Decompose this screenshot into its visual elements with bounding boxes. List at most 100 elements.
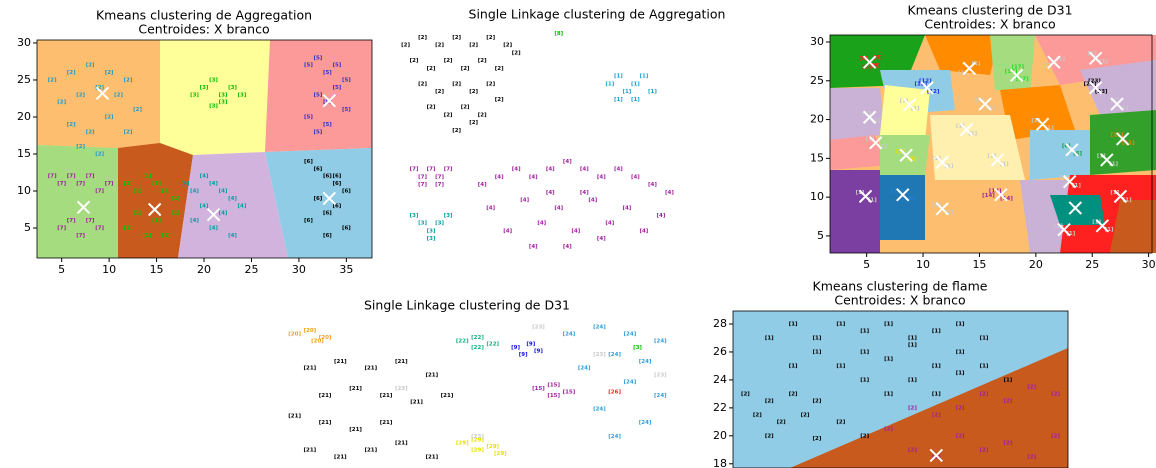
point-label: [1]	[1105, 227, 1114, 233]
point-label: [2]	[461, 66, 470, 72]
centroid	[1100, 153, 1114, 167]
point-label: [3]	[435, 221, 444, 227]
point-label: [4]	[219, 211, 228, 217]
point-label: [1]	[908, 335, 917, 341]
centroid	[1088, 51, 1103, 65]
point-label: [24]	[563, 332, 576, 338]
point-label: [1]	[1054, 223, 1063, 229]
point-label: [7]	[57, 181, 66, 187]
point-label: [4]	[190, 189, 199, 195]
chart-subtitle: Centroides: X branco	[138, 22, 269, 37]
point-label: [1]	[932, 363, 941, 369]
cluster-region	[178, 152, 288, 258]
point-label: [23]	[1084, 81, 1097, 87]
point-label: [2]	[452, 35, 461, 41]
point-label: [1]	[171, 211, 180, 217]
point-label: [3]	[427, 236, 436, 242]
point-label: [7]	[67, 218, 76, 224]
cluster-region	[990, 35, 1035, 95]
point-label: [4]	[200, 174, 209, 180]
point-label: [1]	[171, 196, 180, 202]
chart-title: Kmeans clustering de flame	[813, 279, 988, 294]
point-label: [2]	[57, 100, 66, 106]
point-label: [3]	[200, 85, 209, 91]
point-label: [1]	[945, 164, 954, 170]
chart-subtitle: Centroides: X branco	[834, 293, 965, 308]
point-label: [25]	[1075, 209, 1088, 215]
point-label: [23]	[1088, 78, 1101, 84]
point-label: [15]	[563, 390, 576, 396]
point-label: [2]	[95, 151, 104, 157]
x-tick-label: 20	[1029, 258, 1043, 271]
point-label: [7]	[76, 233, 85, 239]
centroid	[896, 188, 910, 202]
point-label: [4]	[228, 196, 237, 202]
point-label: [21]	[395, 359, 408, 365]
point-label: [2]	[67, 122, 76, 128]
point-label: [1]	[1097, 154, 1106, 160]
point-label: [4]	[605, 221, 614, 227]
point-label: [9]	[862, 64, 871, 70]
point-label: [2]	[741, 391, 750, 397]
point-label: [5]	[342, 77, 351, 83]
x-tick-label: 30	[292, 263, 306, 276]
point-label: [24]	[608, 352, 621, 358]
x-tick-label: 5	[58, 263, 65, 276]
point-label: [1]	[133, 189, 142, 195]
centroid	[868, 136, 883, 150]
y-tick-label: 18	[713, 457, 727, 468]
cluster-region	[265, 40, 372, 152]
point-label: [24]	[639, 359, 652, 365]
point-label: [6]	[323, 174, 332, 180]
point-label: [23]	[532, 325, 545, 331]
point-label: [4]	[554, 205, 563, 211]
point-label: [3]	[907, 157, 916, 163]
point-label: [17]	[1016, 77, 1029, 83]
y-tick-label: 15	[810, 151, 824, 164]
point-label: [2]	[105, 114, 114, 120]
point-label: [24]	[593, 407, 606, 413]
point-label: [2]	[124, 77, 133, 83]
point-label: [5]	[313, 129, 322, 135]
point-label: [21]	[334, 454, 347, 460]
point-label: [1]	[986, 105, 995, 111]
point-label: [1]	[866, 136, 875, 142]
point-label: [4]	[219, 189, 228, 195]
point-label: [29]	[471, 447, 484, 453]
cluster-region	[160, 40, 270, 155]
y-tick-label: 25	[17, 73, 31, 86]
point-label: [1]	[614, 97, 623, 103]
point-label: [1]	[1123, 198, 1132, 204]
point-label: [4]	[580, 190, 589, 196]
point-label: [2]	[777, 419, 786, 425]
point-label: [4]	[588, 198, 597, 204]
point-label: [1]	[789, 363, 798, 369]
point-label: [2]	[956, 405, 965, 411]
cluster-region	[1000, 85, 1075, 140]
point-label: [7]	[57, 226, 66, 232]
point-label: [26]	[608, 390, 621, 396]
point-label: [1]	[813, 335, 822, 341]
point-label: [5]	[304, 114, 313, 120]
point-label: [5]	[332, 85, 341, 91]
centroid	[862, 110, 877, 124]
point-label: [4]	[512, 167, 521, 173]
point-label: [2]	[789, 391, 798, 397]
point-label: [5]	[313, 92, 322, 98]
point-label: [22]	[486, 342, 499, 348]
point-label: [21]	[288, 413, 301, 419]
point-label: [1]	[932, 328, 941, 334]
point-label: [1]	[143, 174, 152, 180]
x-tick-label: 15	[972, 258, 986, 271]
point-label: [12]	[927, 89, 940, 95]
point-label: [1]	[956, 322, 965, 328]
point-label: [3]	[219, 100, 228, 106]
point-label: [8]	[554, 31, 563, 37]
point-label: [2]	[67, 70, 76, 76]
centroid	[1115, 132, 1130, 146]
point-label: [20]	[304, 328, 317, 334]
point-label: [7]	[418, 174, 427, 180]
point-label: [2]	[1027, 384, 1036, 390]
